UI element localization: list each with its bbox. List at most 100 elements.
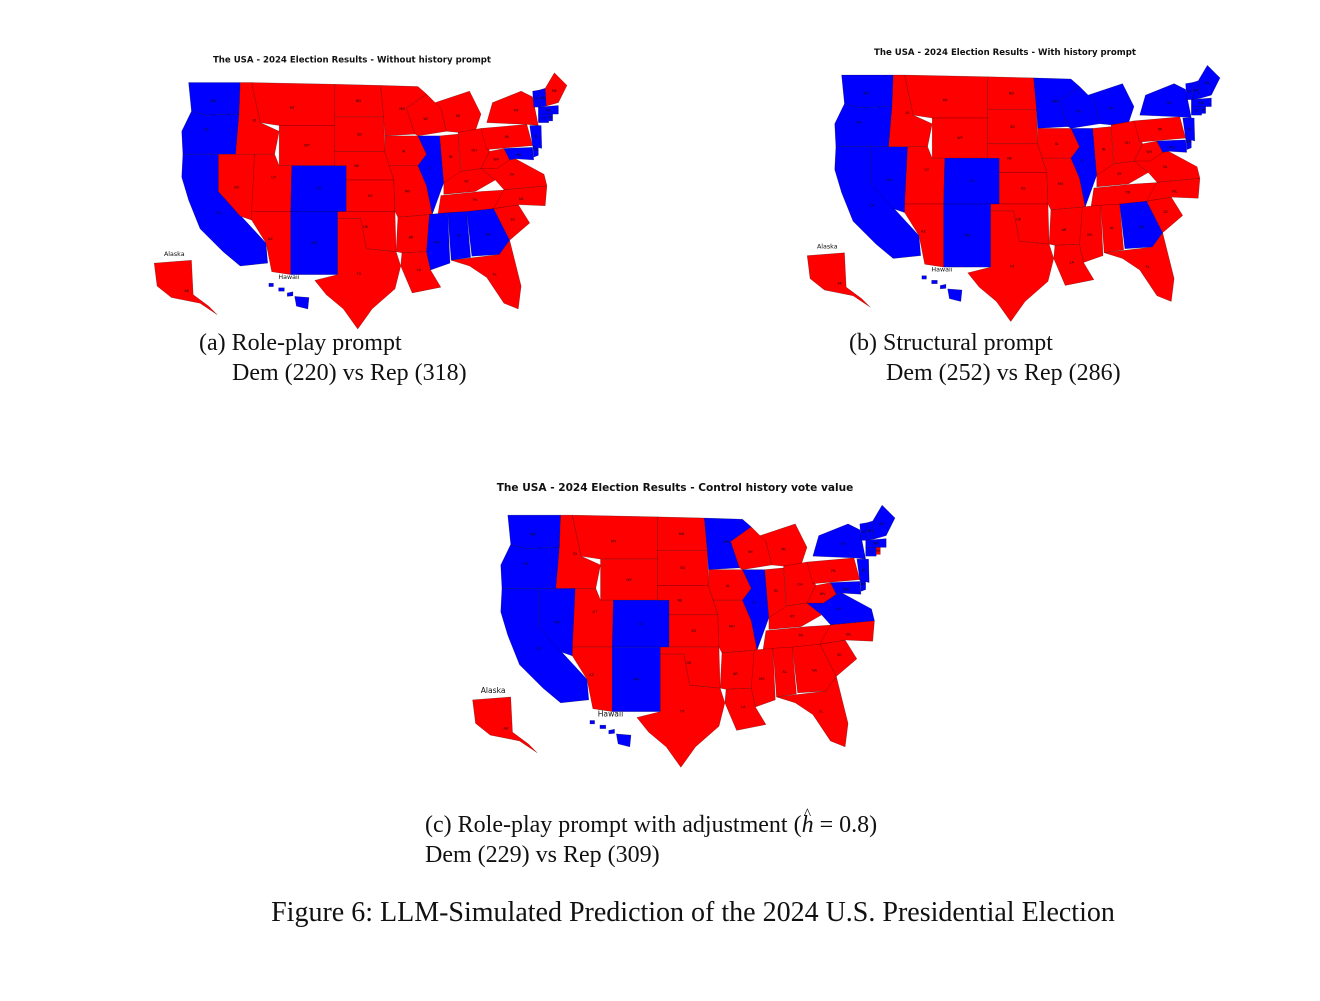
state-abbr-ky: KY [465, 180, 470, 184]
state-ak [472, 696, 538, 753]
state-abbr-ga: GA [812, 669, 818, 673]
state-abbr-wv: WV [1146, 150, 1152, 154]
state-hi3 [608, 729, 615, 735]
state-abbr-la: LA [417, 268, 422, 272]
state-abbr-mt: MT [611, 539, 617, 543]
state-abbr-ne: NE [354, 164, 359, 168]
state-abbr-wy: WY [626, 578, 632, 582]
map-panel-a: The USA - 2024 Election Results - Withou… [137, 55, 568, 330]
state-abbr-il: IL [1081, 158, 1084, 162]
state-abbr-sd: SD [680, 566, 685, 570]
state-abbr-sc: SC [511, 217, 516, 221]
election-map-c: The USA - 2024 Election Results - Contro… [472, 482, 896, 768]
caption-c-title: (c) Role-play prompt with adjustment (h … [425, 800, 877, 838]
state-hi2 [599, 725, 606, 729]
caption-a: (a) Role-play prompt Dem (220) vs Rep (3… [199, 328, 467, 388]
state-abbr-az: AZ [589, 673, 594, 677]
state-abbr-nd: ND [679, 532, 685, 536]
state-abbr-mt: MT [290, 106, 296, 110]
state-abbr-ms: MS [759, 677, 765, 681]
state-abbr-ct: CT [869, 550, 874, 554]
state-ak [154, 260, 218, 315]
state-abbr-ms: MS [434, 241, 439, 245]
states-layer: WA OR CA NV ID MT WY UT AZ CO NM ND SD NE KS OK TX MN IA MO… [154, 72, 568, 330]
state-abbr-ca: CA [869, 204, 874, 208]
state-nj [529, 125, 542, 149]
map-title: The USA - 2024 Election Results - Withou… [213, 55, 491, 65]
state-abbr-nm: NM [964, 234, 970, 238]
state-abbr-ma: MA [1199, 101, 1205, 105]
state-abbr-pa: PA [831, 569, 836, 573]
state-abbr-tx: TX [1009, 265, 1015, 269]
state-abbr-wv: WV [493, 158, 499, 162]
state-ma [1191, 97, 1212, 107]
state-ms [426, 212, 451, 271]
state-abbr-in: IN [774, 589, 778, 593]
state-abbr-nm: NM [311, 241, 317, 245]
state-abbr-mi: MI [1109, 107, 1113, 111]
state-abbr-sc: SC [837, 653, 842, 657]
state-abbr-oh: OH [797, 583, 803, 587]
state-abbr-de: DE [1186, 140, 1191, 144]
state-abbr-ri: RI [549, 116, 552, 120]
state-abbr-mt: MT [943, 99, 949, 103]
state-md [830, 581, 862, 595]
state-ma [538, 105, 559, 115]
state-abbr-ca: CA [536, 647, 541, 651]
state-abbr-tn: TN [797, 633, 803, 637]
state-abbr-nv: NV [234, 185, 240, 189]
state-abbr-az: AZ [921, 229, 926, 233]
state-abbr-mi: MI [456, 114, 460, 118]
state-hi3 [287, 291, 294, 297]
state-hi4 [294, 296, 310, 310]
state-abbr-va: VA [836, 607, 841, 611]
state-abbr-nh: NH [868, 529, 874, 533]
state-md [1156, 139, 1187, 153]
state-abbr-sd: SD [1010, 125, 1015, 129]
state-abbr-vt: VT [861, 530, 866, 534]
state-abbr-or: OR [204, 128, 210, 132]
state-abbr-ct: CT [1194, 109, 1199, 113]
state-mt [904, 74, 988, 119]
state-hi1 [589, 720, 595, 725]
state-fl [776, 676, 849, 747]
state-abbr-nj: NJ [535, 135, 539, 139]
state-abbr-mn: MN [1052, 99, 1058, 103]
state-abbr-ny: NY [514, 109, 520, 113]
states-layer: WA OR CA NV ID MT WY UT AZ CO NM ND SD NE KS OK TX MN IA MO… [472, 505, 896, 768]
state-abbr-sc: SC [1164, 210, 1169, 214]
state-abbr-fl: FL [819, 710, 823, 714]
state-nj [856, 558, 870, 583]
state-abbr-ok: OK [1016, 217, 1022, 221]
state-abbr-ct: CT [541, 117, 546, 121]
state-abbr-ny: NY [841, 542, 847, 546]
state-abbr-nj: NJ [862, 568, 866, 572]
state-abbr-fl: FL [493, 273, 497, 277]
state-abbr-ks: KS [1021, 186, 1025, 190]
state-abbr-ok: OK [686, 661, 692, 665]
state-abbr-nv: NV [554, 620, 560, 624]
state-abbr-la: LA [1070, 261, 1075, 265]
election-map-b: The USA - 2024 Election Results - With h… [807, 48, 1221, 322]
state-abbr-vt: VT [1187, 90, 1192, 94]
state-abbr-id: ID [573, 552, 577, 556]
state-abbr-ga: GA [1139, 225, 1145, 229]
state-hi4 [947, 288, 963, 302]
state-abbr-ia: IA [726, 584, 730, 588]
state-abbr-vt: VT [534, 97, 539, 101]
state-hi4 [616, 733, 632, 747]
caption-c-votes: Dem (229) vs Rep (309) [425, 842, 660, 868]
caption-b-title: (b) Structural prompt [849, 330, 1053, 356]
state-hi3 [940, 284, 947, 289]
state-abbr-az: AZ [268, 237, 273, 241]
state-abbr-mn: MN [723, 540, 729, 544]
state-abbr-de: DE [861, 582, 866, 586]
state-abbr-ny: NY [1167, 101, 1173, 105]
state-abbr-nm: NM [633, 678, 639, 682]
state-abbr-fl: FL [1146, 265, 1150, 269]
state-abbr-ak: AK [837, 281, 842, 285]
state-me [1198, 65, 1221, 99]
state-abbr-ri: RI [877, 549, 880, 553]
state-abbr-ar: AR [409, 236, 414, 240]
state-abbr-ar: AR [1062, 228, 1067, 232]
